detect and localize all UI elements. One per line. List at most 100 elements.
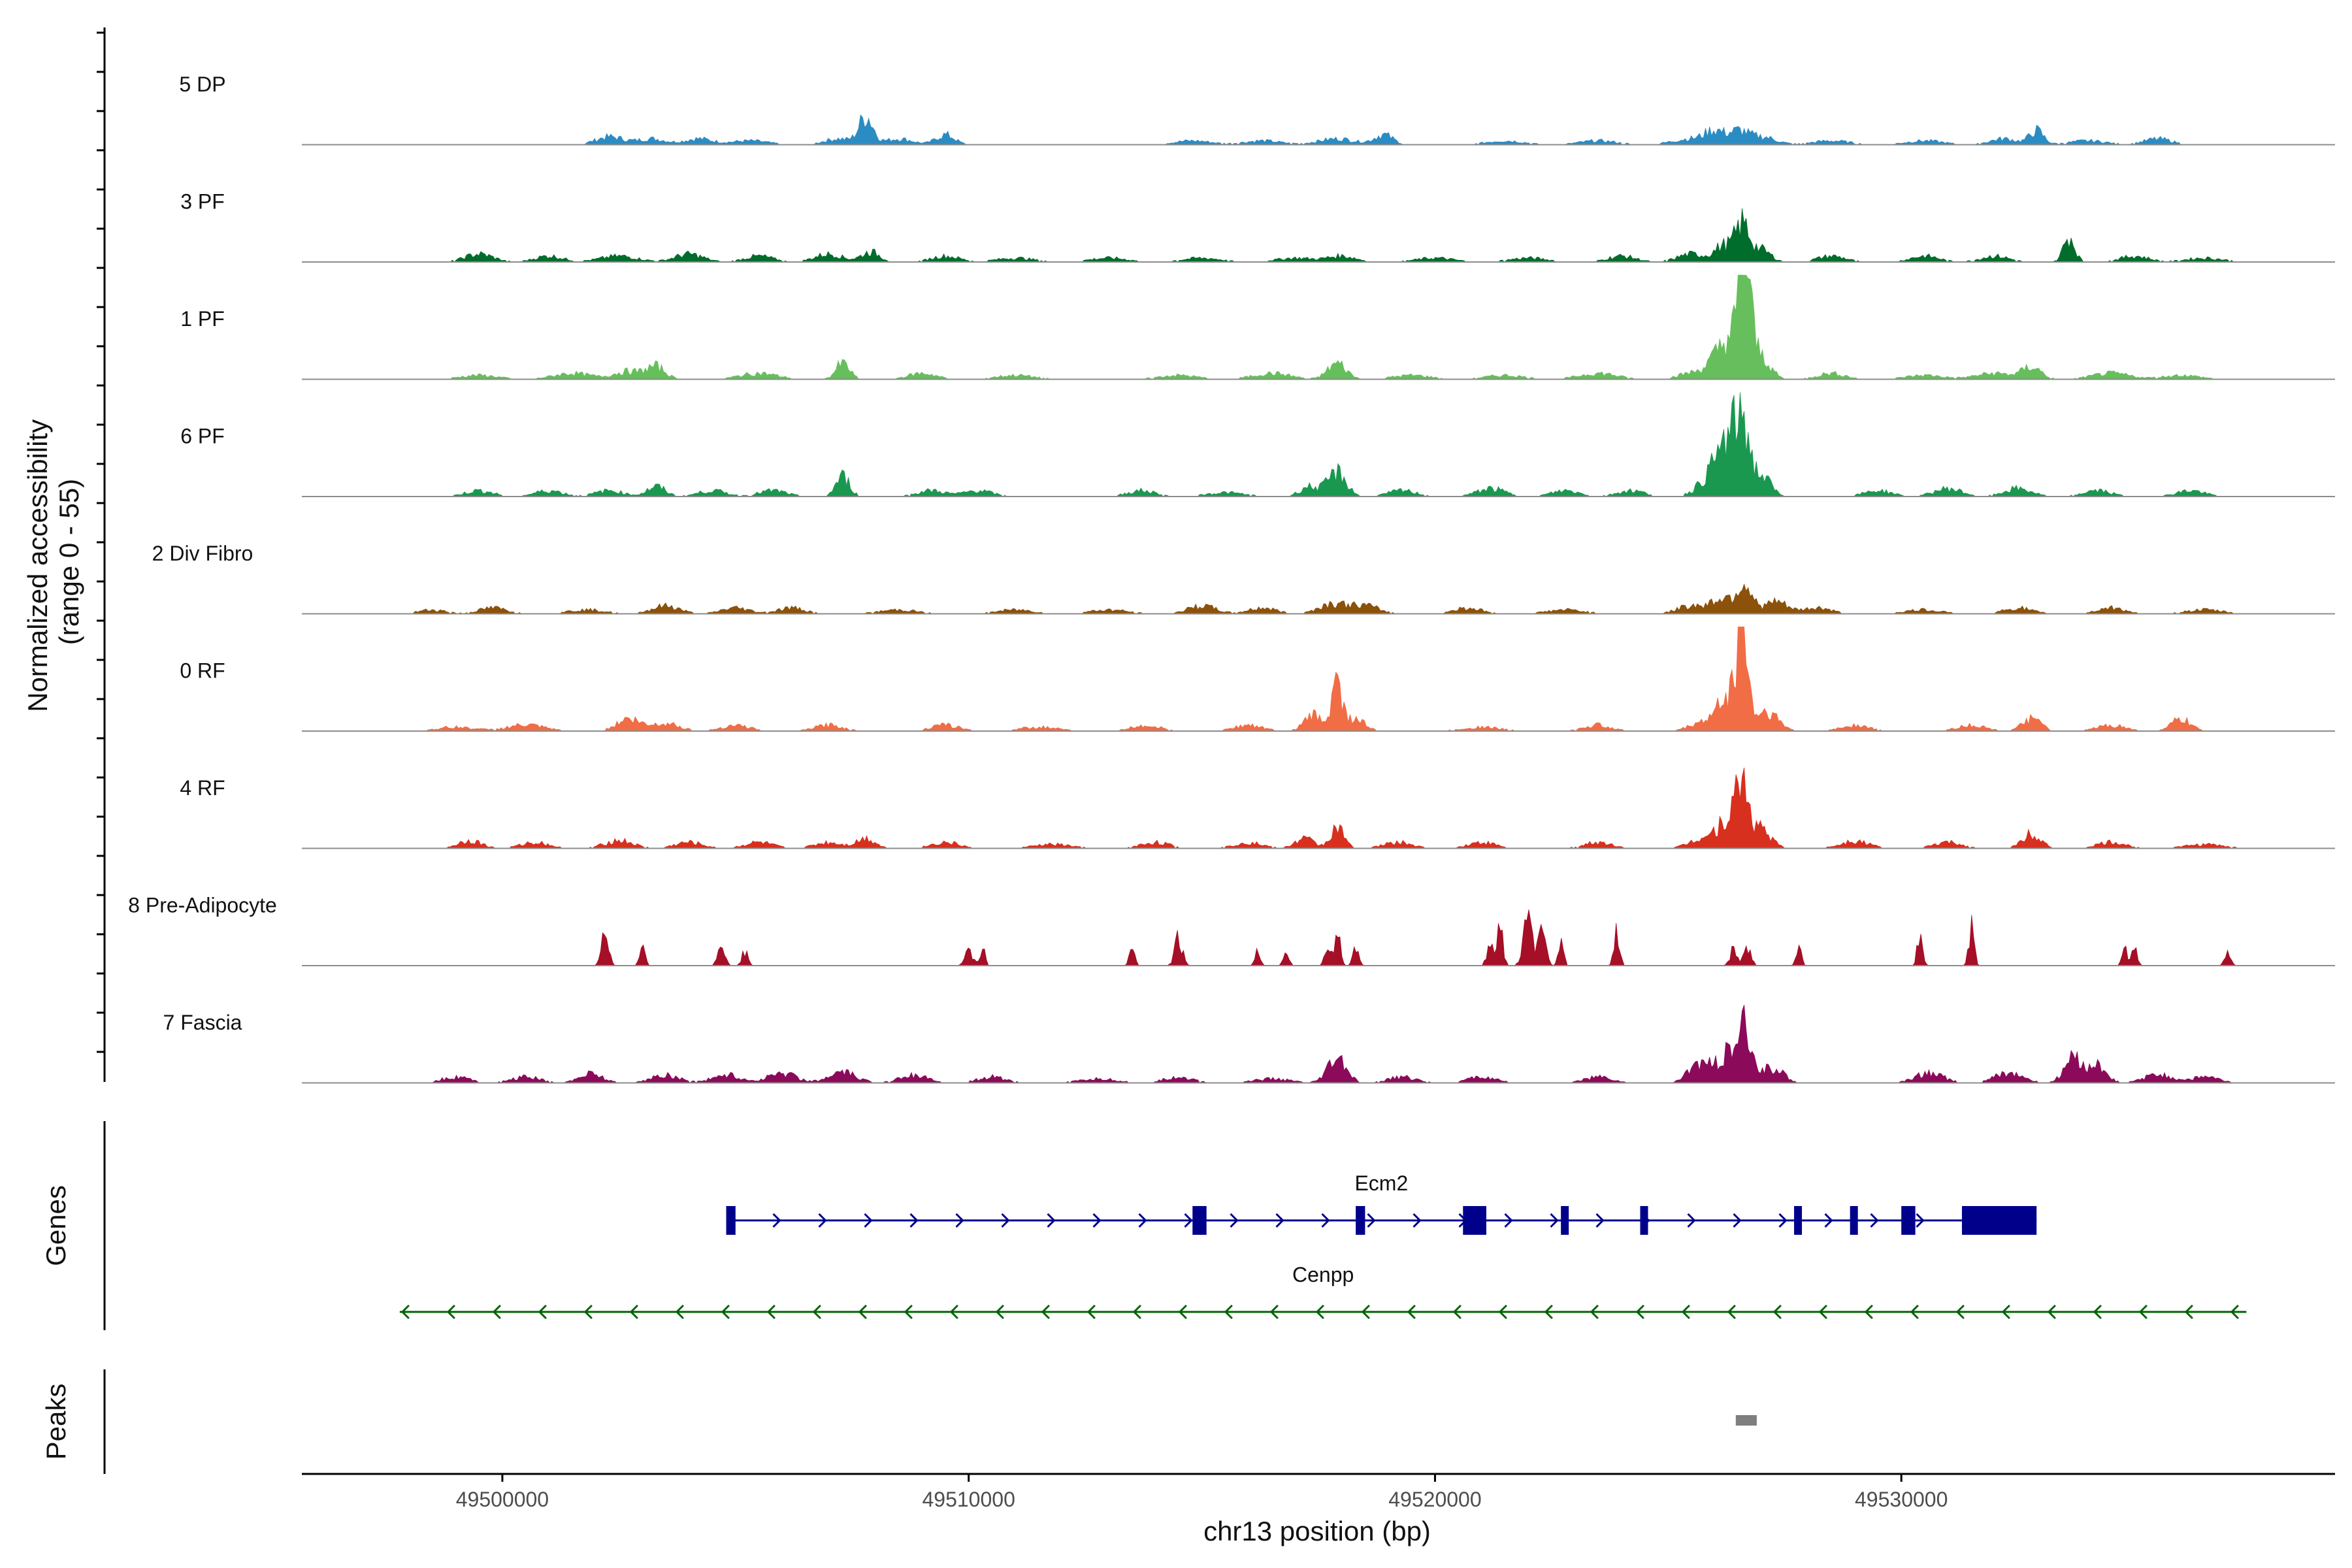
- strand-arrow: [2230, 1304, 2239, 1320]
- strand-arrow: [955, 1213, 964, 1228]
- strand-arrow: [1498, 1304, 1507, 1320]
- strand-arrow: [1178, 1304, 1187, 1320]
- strand-arrow: [1504, 1213, 1513, 1228]
- y-ticks: [97, 31, 105, 1053]
- coverage-area-1-pf: [414, 274, 2242, 380]
- peak-region: [1735, 1415, 1757, 1426]
- strand-arrow: [538, 1304, 547, 1320]
- y-axis-title: Normalized accessibility (range 0 - 55): [22, 412, 84, 712]
- strand-arrow: [2093, 1304, 2102, 1320]
- genes-panel-label: Genes: [41, 1185, 71, 1266]
- genes-panel: Genes Ecm2 Cenpp: [41, 1121, 2247, 1330]
- coverage-area-3-pf: [414, 208, 2242, 263]
- strand-arrow: [1818, 1304, 1827, 1320]
- strand-arrow: [1230, 1213, 1239, 1228]
- track-label: 8 Pre-Adipocyte: [128, 894, 277, 917]
- exon: [1850, 1206, 1858, 1235]
- track-label: 0 RF: [180, 659, 225, 683]
- strand-arrow: [1910, 1304, 1919, 1320]
- strand-arrow: [1315, 1304, 1324, 1320]
- strand-arrow: [1544, 1304, 1553, 1320]
- peaks-panel: Peaks: [41, 1369, 1757, 1474]
- strand-arrow: [1086, 1304, 1096, 1320]
- strand-arrow: [1452, 1304, 1462, 1320]
- strand-arrow: [492, 1304, 501, 1320]
- exon: [1640, 1206, 1648, 1235]
- exon: [1561, 1206, 1569, 1235]
- track-label: 7 Fascia: [163, 1011, 242, 1034]
- track-6-pf: 6 PF: [180, 392, 2335, 497]
- track-1-pf: 1 PF: [180, 274, 2335, 380]
- accessibility-tracks: 5 DP 3 PF 1 PF 6 PF 2 Div Fibro 0 RF 4 RF 8 Pre…: [128, 73, 2335, 1084]
- strand-arrow: [2047, 1304, 2056, 1320]
- track-label: 5 DP: [179, 73, 225, 96]
- strand-arrow: [1138, 1213, 1147, 1228]
- coverage-area-0-rf: [414, 627, 2242, 732]
- strand-arrow: [1367, 1213, 1376, 1228]
- strand-arrow: [1184, 1213, 1193, 1228]
- x-axis: 49500000 49510000 49520000 49530000 chr13 p…: [302, 1473, 2335, 1546]
- track-label: 2 Div Fibro: [152, 542, 253, 565]
- strand-arrow: [1733, 1213, 1742, 1228]
- gene-label: Ecm2: [1354, 1171, 1408, 1195]
- track-label: 3 PF: [180, 190, 225, 214]
- strand-arrow: [2001, 1304, 2010, 1320]
- strand-arrow: [1955, 1304, 1965, 1320]
- peak-regions: [1735, 1415, 1757, 1426]
- strand-arrow: [1269, 1304, 1279, 1320]
- strand-arrow: [1870, 1213, 1879, 1228]
- strand-arrow: [1864, 1304, 1873, 1320]
- strand-arrow: [858, 1304, 867, 1320]
- track-4-rf: 4 RF: [180, 767, 2335, 849]
- x-axis-title: chr13 position (bp): [1203, 1516, 1431, 1546]
- strand-arrow: [1824, 1213, 1833, 1228]
- exon: [1794, 1206, 1803, 1235]
- strand-arrow: [1687, 1213, 1696, 1228]
- strand-arrow: [766, 1304, 776, 1320]
- gene-models: Ecm2 Cenpp: [399, 1171, 2247, 1320]
- track-0-rf: 0 RF: [180, 627, 2335, 732]
- coverage-area-5-dp: [414, 114, 2242, 146]
- track-label: 6 PF: [180, 425, 225, 448]
- x-tick-label: 49510000: [922, 1488, 1015, 1511]
- strand-arrow: [949, 1304, 958, 1320]
- strand-arrow: [1047, 1213, 1056, 1228]
- track-label: 4 RF: [180, 776, 225, 800]
- strand-arrow: [1001, 1213, 1010, 1228]
- track-8-pre-adipocyte: 8 Pre-Adipocyte: [128, 894, 2335, 966]
- strand-arrow: [721, 1304, 730, 1320]
- track-5-dp: 5 DP: [179, 73, 2335, 146]
- coverage-area-2-div-fibro: [413, 583, 2242, 615]
- strand-arrow: [818, 1213, 827, 1228]
- peaks-panel-label: Peaks: [41, 1384, 71, 1460]
- exon: [1356, 1206, 1365, 1235]
- strand-arrow: [1407, 1304, 1416, 1320]
- strand-arrow: [1772, 1304, 1782, 1320]
- strand-arrow: [1224, 1304, 1233, 1320]
- strand-arrow: [2184, 1304, 2193, 1320]
- strand-arrow: [675, 1304, 684, 1320]
- strand-arrow: [629, 1304, 638, 1320]
- coverage-area-6-pf: [414, 392, 2242, 497]
- strand-arrow: [1092, 1213, 1102, 1228]
- strand-arrow: [1778, 1213, 1788, 1228]
- strand-arrow: [909, 1213, 919, 1228]
- strand-arrow: [1132, 1304, 1141, 1320]
- exon: [1901, 1206, 1916, 1235]
- strand-arrow: [400, 1304, 410, 1320]
- exon: [1463, 1206, 1486, 1235]
- strand-arrow: [1550, 1213, 1559, 1228]
- exon: [726, 1206, 736, 1235]
- track-label: 1 PF: [180, 307, 225, 331]
- strand-arrow: [1635, 1304, 1644, 1320]
- track-7-fascia: 7 Fascia: [163, 1005, 2335, 1084]
- y-axis-title-line-1: Normalized accessibility: [22, 419, 53, 712]
- exon: [1961, 1206, 2037, 1235]
- coverage-area-8-pre-adipocyte: [414, 909, 2242, 966]
- strand-arrow: [1361, 1304, 1370, 1320]
- strand-arrow: [1590, 1304, 1599, 1320]
- exon: [1192, 1206, 1207, 1235]
- x-tick-label: 49530000: [1855, 1488, 1948, 1511]
- x-tick-label: 49500000: [456, 1488, 549, 1511]
